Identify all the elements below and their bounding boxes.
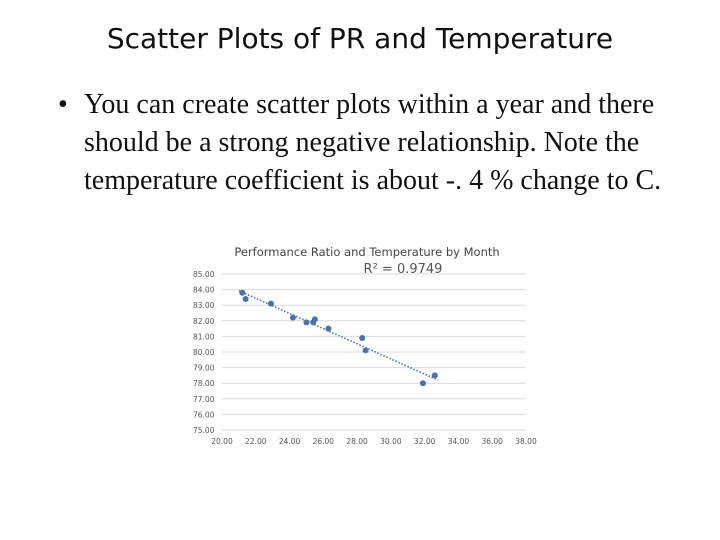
data-point [431,372,438,379]
data-point [289,314,296,321]
data-point [325,325,332,332]
bullet-paragraph: • You can create scatter plots within a … [58,86,688,200]
bullet-text: You can create scatter plots within a ye… [84,89,662,196]
data-point [239,289,246,296]
chart-canvas: Performance Ratio and Temperature by Mon… [193,245,537,446]
y-tick-label: 84.00 [193,286,215,295]
y-tick-label: 78.00 [193,379,215,388]
data-point [311,316,318,323]
x-tick-label: 26.00 [313,437,335,446]
r-squared-annotation: R² = 0.9749 [364,262,443,277]
y-axis-ticks: 85.00 84.00 83.00 82.00 81.00 80.00 79.00 78.00… [193,270,215,435]
x-tick-label: 30.00 [380,437,402,446]
y-tick-label: 80.00 [193,348,215,357]
y-tick-label: 81.00 [193,332,215,341]
y-tick-label: 83.00 [193,301,215,310]
bullet-symbol: • [58,89,68,120]
x-tick-label: 32.00 [414,437,436,446]
y-tick-label: 82.00 [193,317,215,326]
y-tick-label: 76.00 [193,410,215,419]
data-point [267,300,274,307]
y-tick-label: 77.00 [193,395,215,404]
x-tick-label: 28.00 [346,437,368,446]
data-point [303,319,310,326]
x-axis-ticks: 20.00 22.00 24.00 26.00 28.00 30.00 32.00 34.00… [211,437,537,446]
data-point [419,380,426,387]
data-point [362,347,369,354]
y-tick-label: 75.00 [193,426,215,435]
y-tick-label: 79.00 [193,364,215,373]
x-tick-label: 24.00 [279,437,301,446]
chart-title: Performance Ratio and Temperature by Mon… [234,245,499,259]
x-tick-label: 22.00 [245,437,267,446]
data-point [359,334,366,341]
y-tick-label: 85.00 [193,270,215,279]
gridlines [222,273,526,431]
x-tick-label: 34.00 [448,437,470,446]
scatter-chart: Performance Ratio and Temperature by Mon… [170,240,550,455]
data-points [239,289,438,387]
x-tick-label: 36.00 [481,437,503,446]
data-point [242,295,249,302]
x-tick-label: 38.00 [515,437,537,446]
x-tick-label: 20.00 [211,437,233,446]
slide-title: Scatter Plots of PR and Temperature [106,22,614,55]
